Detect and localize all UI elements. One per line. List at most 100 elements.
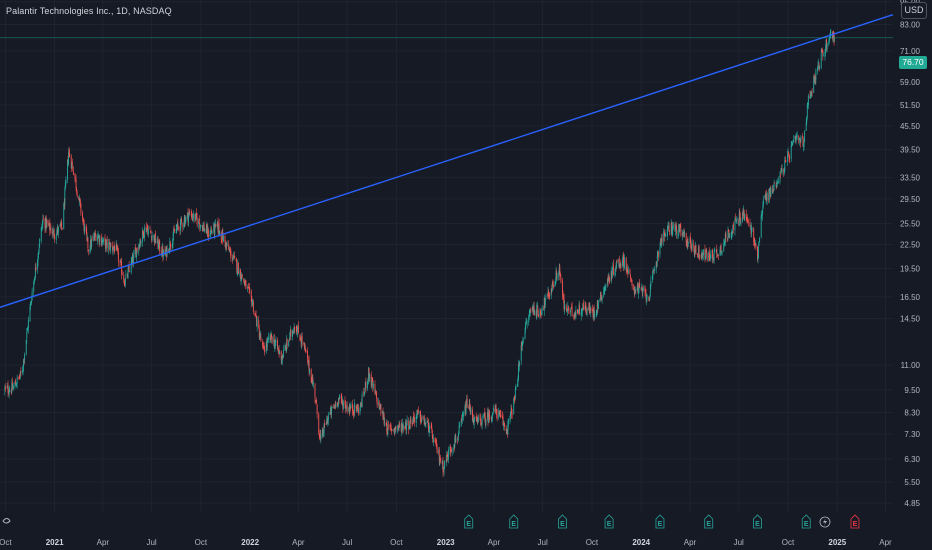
candle-up — [71, 162, 73, 169]
candle-up — [348, 407, 350, 411]
candle-up — [342, 402, 344, 409]
candle-up — [8, 391, 10, 395]
currency-button[interactable]: USD — [901, 2, 927, 19]
candle-up — [770, 187, 772, 197]
candle-down — [592, 309, 594, 317]
candle-down — [249, 287, 251, 291]
candle-up — [488, 411, 490, 423]
candle-down — [676, 226, 678, 235]
candle-down — [494, 408, 496, 413]
candle-down — [712, 249, 713, 259]
candle-up — [751, 227, 753, 234]
candle-up — [281, 356, 283, 361]
candle-down — [79, 198, 81, 202]
candle-up — [730, 232, 732, 238]
earnings-marker: E — [850, 514, 860, 529]
candle-up — [638, 290, 639, 294]
candle-down — [788, 151, 789, 155]
candle-up — [584, 306, 586, 310]
candle-up — [555, 271, 557, 282]
price-tick-label: 14.50 — [900, 315, 921, 324]
candle-down — [136, 247, 138, 251]
candle-down — [83, 219, 85, 221]
candle-down — [755, 243, 757, 248]
candle-down — [615, 266, 617, 268]
candle-up — [102, 238, 104, 243]
candle-up — [616, 261, 618, 269]
candle-up — [525, 323, 526, 332]
candle-down — [173, 228, 175, 232]
candle-down — [263, 345, 265, 346]
candle-down — [116, 246, 118, 250]
candle-down — [203, 224, 205, 231]
candle-up — [708, 252, 710, 261]
candle-up — [453, 447, 455, 451]
candle-down — [105, 239, 106, 249]
candle-up — [593, 307, 594, 317]
price-axis[interactable]: 95.0083.0071.0059.0051.5045.5039.5033.50… — [900, 0, 921, 508]
candle-down — [116, 245, 118, 247]
candle-down — [589, 305, 591, 314]
candle-down — [543, 307, 545, 311]
candle-down — [431, 426, 433, 430]
candle-up — [655, 262, 657, 269]
candle-up — [239, 270, 241, 276]
candle-up — [694, 246, 696, 251]
candle-down — [489, 414, 491, 419]
candle-down — [113, 245, 115, 248]
candle-up — [570, 307, 572, 309]
candle-up — [22, 371, 23, 372]
candle-down — [623, 255, 624, 267]
candle-down — [468, 407, 470, 409]
candle-up — [7, 385, 8, 389]
candle-up — [421, 418, 423, 422]
candle-down — [746, 217, 748, 219]
candle-up — [806, 117, 808, 123]
candle-down — [412, 423, 413, 425]
candle-up — [582, 304, 584, 310]
candle-up — [661, 237, 663, 247]
candle-down — [177, 227, 179, 229]
candle-up — [492, 413, 494, 415]
candle-up — [790, 145, 792, 159]
candle-down — [57, 228, 59, 233]
candle-up — [744, 214, 746, 221]
candle-down — [75, 178, 77, 189]
candlestick-series — [4, 29, 836, 478]
candle-up — [672, 224, 674, 226]
candle-up — [29, 306, 31, 321]
candle-up — [409, 424, 411, 429]
candle-down — [745, 213, 747, 219]
candle-down — [821, 51, 823, 52]
earnings-marker: E — [801, 514, 811, 529]
candle-down — [250, 290, 252, 298]
candle-up — [723, 243, 725, 245]
candle-down — [565, 305, 567, 309]
time-axis[interactable]: Oct 2021 Apr Jul Oct 2022 Apr Jul Oct 2023 Apr Jul O… — [0, 538, 892, 547]
candle-down — [773, 188, 774, 190]
candle-up — [33, 279, 35, 283]
candle-down — [648, 298, 650, 301]
candle-down — [235, 257, 237, 262]
candle-down — [245, 280, 247, 289]
candle-down — [639, 283, 641, 287]
candle-down — [189, 211, 191, 213]
candle-down — [757, 246, 758, 261]
candle-up — [813, 76, 815, 93]
candle-down — [117, 249, 119, 251]
candle-down — [187, 212, 189, 222]
candle-up — [792, 139, 794, 143]
candle-up — [522, 340, 524, 344]
candle-up — [398, 424, 400, 427]
candle-up — [379, 407, 381, 410]
candle-down — [693, 246, 695, 254]
time-tick-label: Apr — [879, 538, 892, 547]
candle-up — [570, 309, 571, 312]
candle-down — [297, 325, 299, 334]
candle-down — [410, 419, 412, 425]
time-tick-label: 2024 — [632, 538, 650, 547]
candle-down — [513, 399, 515, 401]
candle-up — [773, 184, 775, 190]
